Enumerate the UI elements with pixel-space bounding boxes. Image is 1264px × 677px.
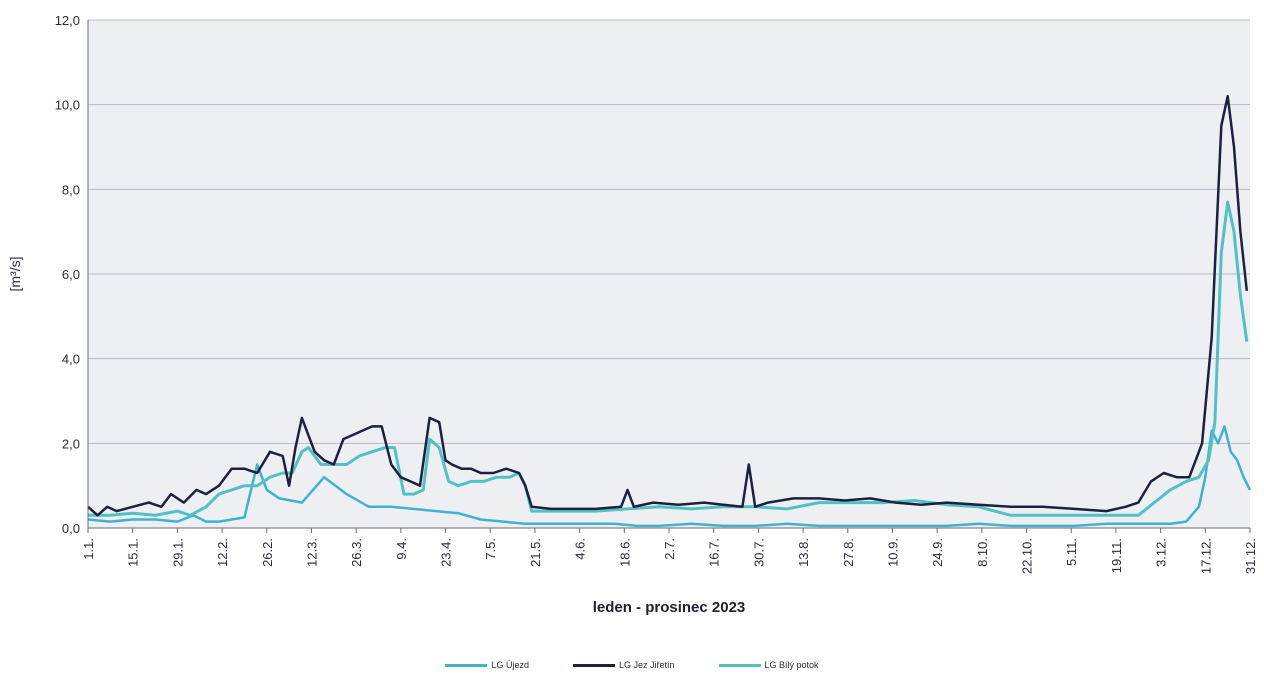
x-tick-label: 8.10. [975,538,990,567]
y-tick-label: 6,0 [62,267,80,282]
x-tick-label: 10.9. [885,538,900,567]
legend-label-ujezd: LG Újezd [491,660,529,670]
x-tick-label: 16.7. [707,538,722,567]
x-tick-label: 5.11. [1064,538,1079,566]
x-tick-label: 2.7. [662,538,677,560]
y-axis-title: [m³/s] [7,257,23,292]
legend-item-jiretin: LG Jez Jiřetín [572,660,675,670]
x-tick-label: 26.2. [260,538,275,567]
y-tick-labels: 0,0 2,0 4,0 6,0 8,0 10,0 12,0 [55,13,80,536]
series-line-jiretin [87,94,1249,517]
legend-label-jiretin: LG Jez Jiřetín [618,660,675,670]
x-tick-label: 31.12. [1243,538,1258,574]
x-tick-labels: 1.1. 15.1. 29.1. 12.2. 26.2. 12.3. 26.3. 9.4. 23… [81,528,1258,574]
y-tick-label: 12,0 [55,13,80,28]
x-tick-label: 26.3. [349,538,364,567]
x-tick-label: 12.3. [304,538,319,567]
legend-swatch-ujezd [445,663,488,667]
x-tick-label: 27.8. [841,538,856,567]
x-tick-label: 21.5. [528,538,543,567]
series-line-bily-potok [88,200,1249,517]
legend-item-bily-potok: LG Bílý potok [718,660,819,670]
gridlines [88,19,1250,444]
x-tick-label: 9.4. [394,538,409,560]
x-tick-label: 29.1. [170,538,185,567]
x-tick-label: 15.1. [126,538,141,567]
x-tick-label: 7.5. [483,538,498,560]
x-tick-label: 1.1. [81,538,96,560]
x-tick-label: 19.11. [1109,538,1124,573]
x-tick-label: 17.12. [1198,538,1213,574]
legend-label-bily-potok: LG Bílý potok [764,660,819,670]
legend-swatch-bily-potok [718,663,761,667]
series-line-ujezd [87,425,1252,528]
x-tick-label: 12.2. [215,538,230,567]
x-tick-label: 23.4. [439,538,454,567]
y-tick-label: 4,0 [62,352,80,367]
legend: LG Újezd LG Jez Jiřetín LG Bílý potok [0,660,1264,670]
x-tick-label: 3.12. [1154,538,1169,567]
x-tick-label: 24.9. [930,538,945,567]
y-tick-label: 10,0 [55,98,80,113]
legend-item-ujezd: LG Újezd [445,660,529,670]
x-axis-title: leden - prosinec 2023 [593,599,746,616]
series-lines [87,94,1252,528]
y-tick-label: 8,0 [62,182,80,197]
x-tick-label: 30.7. [751,538,766,567]
x-tick-label: 13.8. [796,538,811,567]
x-tick-label: 4.6. [573,538,588,560]
x-tick-label: 18.6. [617,538,632,567]
x-tick-label: 22.10. [1020,538,1035,574]
legend-swatch-jiretin [572,663,615,667]
y-tick-label: 2,0 [62,436,80,451]
y-tick-label: 0,0 [62,521,80,536]
